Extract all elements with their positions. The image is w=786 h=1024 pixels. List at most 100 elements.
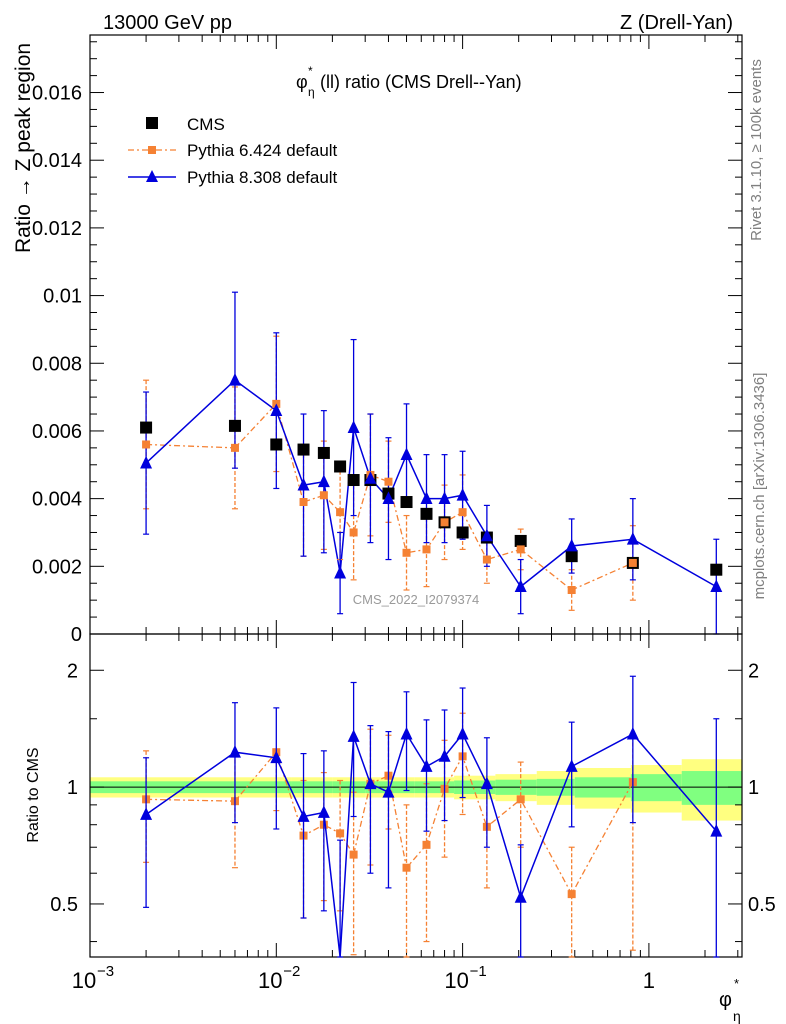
ratio-point-pythia8 [317, 805, 330, 818]
data-point-pythia6 [319, 491, 328, 500]
data-point-cms [420, 507, 433, 520]
ratio-y-tick-label: 2 [67, 660, 78, 682]
x-tick-label-base: 10 [258, 968, 282, 993]
xlabel-sub: η [733, 1008, 741, 1024]
data-point-cms [317, 446, 330, 459]
ratio-point-pythia8 [710, 823, 723, 837]
data-point-cms [347, 474, 360, 487]
ratio-point-pythia8 [420, 759, 433, 772]
data-point-pythia8 [347, 420, 360, 433]
main-panel: 0 0.002 0.004 0.006 0.008 0.01 0.012 0.014 0.016 [32, 34, 743, 646]
x-tick-label-base: 10 [72, 968, 96, 993]
data-point-cms [456, 526, 469, 539]
ratio-y-tick-label-right: 2 [748, 660, 759, 682]
ratio-uncertainty-bands [90, 759, 742, 821]
ratio-panel-series [140, 675, 723, 958]
x-tick-label-exp: −3 [97, 963, 114, 980]
data-point-pythia8 [420, 491, 433, 505]
ratio-point-pythia8 [382, 785, 395, 798]
ratio-point-pythia8 [456, 726, 469, 740]
plot-title-text: (ll) ratio (CMS Drell--Yan) [320, 72, 522, 92]
ratio-y-tick-label: 0.5 [50, 894, 78, 916]
legend-label-pythia6: Pythia 6.424 default [187, 141, 338, 160]
y-tick-label: 0.01 [43, 286, 82, 308]
legend-marker-pythia6 [148, 146, 156, 154]
data-point-cms [334, 460, 347, 473]
xlabel-sup: * [734, 976, 739, 991]
data-point-pythia8 [334, 565, 347, 579]
data-point-cms [228, 419, 241, 432]
y-tick-label: 0 [71, 624, 82, 646]
ratio-point-pythia6 [402, 863, 411, 872]
plot-title-sub: η [308, 85, 315, 99]
data-point-pythia8 [565, 538, 578, 552]
mcplots-label: mcplots.cern.ch [arXiv:1306.3436] [751, 373, 768, 600]
ratio-point-pythia8 [565, 759, 578, 772]
x-axis-label: φ * η [719, 976, 741, 1024]
ratio-line-pythia8 [145, 732, 717, 958]
data-point-cms [140, 421, 153, 434]
y-tick-label: 0.016 [32, 83, 82, 105]
main-panel-series [140, 291, 723, 635]
ratio-panel-frame [89, 633, 743, 958]
ratio-point-pythia8 [140, 807, 153, 820]
ratio-panel-ticks: 0.5 0.5 1 1 2 2 [50, 634, 776, 957]
data-point-cms [400, 496, 413, 509]
x-tick-label-base: 1 [643, 968, 655, 993]
ratio-point-pythia6 [567, 890, 576, 899]
data-point-pythia6 [230, 443, 239, 452]
main-panel-ticks: 0 0.002 0.004 0.006 0.008 0.01 0.012 0.014 0.016 [32, 35, 742, 646]
data-point-pythia6 [440, 518, 449, 527]
data-point-pythia8 [317, 474, 330, 488]
data-point-pythia8 [400, 447, 413, 461]
data-point-pythia8 [710, 579, 723, 593]
ratio-point-pythia8 [297, 809, 310, 822]
legend: CMS Pythia 6.424 default Pythia 8.308 de… [128, 115, 338, 187]
data-point-pythia6 [299, 498, 308, 507]
data-point-pythia6 [349, 528, 358, 537]
data-point-pythia8 [228, 372, 241, 386]
ratio-point-pythia8 [270, 750, 283, 764]
ratio-ylabel: Ratio to CMS [25, 747, 42, 842]
legend-label-pythia8: Pythia 8.308 default [187, 168, 338, 187]
y-tick-label: 0.014 [32, 150, 82, 172]
ratio-point-pythia8 [438, 749, 451, 762]
ratio-point-pythia6 [516, 795, 525, 804]
svg-text:φ: φ [296, 72, 308, 92]
y-tick-label: 0.006 [32, 421, 82, 443]
y-tick-label: 0.002 [32, 556, 82, 578]
legend-label-cms: CMS [187, 115, 225, 134]
plot-title-sup: * [308, 64, 313, 78]
ratio-point-pythia8 [480, 776, 493, 790]
data-point-pythia8 [140, 455, 153, 469]
ratio-point-pythia6 [336, 829, 345, 838]
x-tick-label-exp: −1 [470, 963, 487, 980]
data-point-pythia6 [458, 508, 467, 517]
data-point-pythia6 [628, 558, 637, 567]
analysis-label: CMS_2022_I2079374 [353, 592, 480, 607]
data-point-pythia8 [438, 491, 451, 505]
data-point-pythia6 [336, 508, 345, 517]
legend-marker-pythia8 [146, 170, 158, 182]
legend-marker-cms [146, 117, 158, 129]
x-tick-label-exp: −2 [283, 963, 300, 980]
data-point-cms [710, 563, 723, 576]
band-inner [681, 771, 742, 805]
data-point-pythia8 [364, 471, 377, 484]
main-ylabel: Ratio → Z peak region [12, 43, 35, 253]
data-point-pythia8 [514, 579, 527, 593]
data-point-pythia8 [480, 528, 493, 542]
ratio-point-pythia8 [626, 726, 639, 740]
data-point-pythia8 [626, 532, 639, 545]
data-point-cms [297, 443, 310, 456]
data-point-cms [514, 534, 527, 547]
ratio-point-pythia8 [347, 729, 360, 742]
data-point-pythia6 [516, 545, 525, 554]
energy-label: 13000 GeV pp [103, 12, 232, 34]
process-label: Z (Drell-Yan) [620, 12, 733, 34]
x-tick-label-base: 10 [444, 968, 468, 993]
ratio-y-tick-label: 1 [67, 777, 78, 799]
ratio-y-tick-label-right: 0.5 [748, 894, 776, 916]
data-point-pythia6 [402, 548, 411, 557]
